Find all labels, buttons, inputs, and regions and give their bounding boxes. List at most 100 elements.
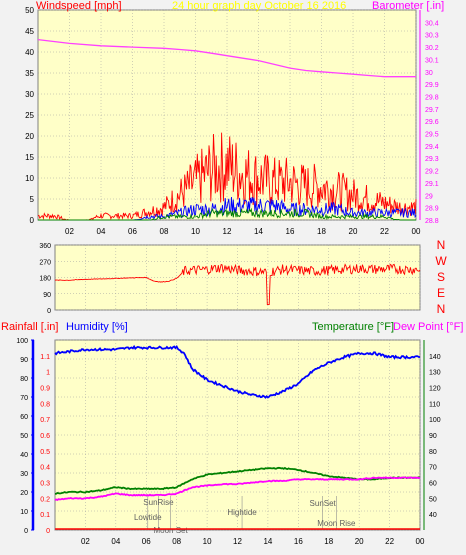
wind-low-series-line [38, 207, 416, 221]
x-tick-label: 22 [385, 537, 394, 546]
climate-axes: 010203040506070809010000.10.20.30.40.50.… [16, 338, 440, 546]
direction-grid [55, 244, 421, 311]
barometer-tick-label: 28.9 [425, 206, 439, 213]
compass-label: N [437, 238, 446, 252]
x-tick-label: 00 [416, 537, 425, 546]
temperature-tick-label: 40 [429, 512, 437, 519]
x-tick-label: 20 [355, 537, 364, 546]
direction-tick-label: 0 [47, 308, 51, 315]
wind-tick-label: 50 [25, 6, 34, 15]
event-marker-label: Moon Rise [317, 519, 356, 528]
rainfall-tick-label: 0.1 [40, 512, 50, 519]
x-tick-label: 08 [160, 227, 169, 236]
rainfall-tick-label: 0 [46, 528, 50, 535]
barometer-axis-label: Barometer [.in] [372, 0, 444, 12]
x-tick-label: 20 [349, 227, 358, 236]
wind-tick-label: 20 [25, 132, 34, 141]
humidity-tick-label: 80 [20, 376, 28, 383]
humidity-tick-label: 100 [16, 338, 28, 345]
wind-direction-series-line [54, 263, 421, 306]
wind-tick-label: 40 [25, 48, 34, 57]
rainfall-tick-label: 0.3 [40, 481, 50, 488]
compass-label: N [437, 302, 446, 316]
compass-label: W [435, 254, 447, 268]
wind-tick-label: 15 [25, 153, 34, 162]
rainfall-tick-label: 0.6 [40, 433, 50, 440]
barometer-tick-label: 29.1 [425, 181, 439, 188]
x-tick-label: 04 [111, 537, 120, 546]
x-tick-label: 12 [233, 537, 242, 546]
barometer-tick-label: 29.3 [425, 156, 439, 163]
x-tick-label: 16 [294, 537, 303, 546]
barometer-tick-label: 29.9 [425, 82, 439, 89]
x-tick-label: 10 [191, 227, 200, 236]
barometer-tick-label: 30.3 [425, 33, 439, 40]
x-tick-label: 18 [317, 227, 326, 236]
x-tick-label: 12 [223, 227, 232, 236]
event-marker-label: SunRise [143, 498, 174, 507]
temperature-tick-label: 50 [429, 496, 437, 503]
humidity-tick-label: 60 [20, 414, 28, 421]
humidity-tick-label: 0 [24, 528, 28, 535]
wind-baro-series [37, 38, 417, 221]
barometer-series-line [37, 38, 416, 78]
barometer-tick-label: 29.7 [425, 107, 439, 114]
rainfall-tick-label: 0.9 [40, 386, 50, 393]
x-tick-label: 16 [286, 227, 295, 236]
temperature-axis-label: Temperature [°F] [312, 321, 394, 333]
x-tick-label: 14 [254, 227, 263, 236]
temperature-tick-label: 100 [429, 417, 441, 424]
wind-baro-axes: 0 5 10 15 20 25 30 35 40 45 50 28.8 28.9 29 29.1 29.2 29… [25, 6, 439, 236]
direction-series [54, 263, 421, 306]
direction-tick-label: 180 [39, 276, 51, 283]
wind-tick-label: 25 [25, 111, 34, 120]
x-tick-label: 00 [412, 227, 421, 236]
barometer-tick-label: 29.2 [425, 169, 439, 176]
event-marker-label: Lowtide [134, 513, 162, 522]
rainfall-tick-label: 0.8 [40, 401, 50, 408]
humidity-tick-label: 10 [20, 509, 28, 516]
x-tick-label: 02 [65, 227, 74, 236]
direction-tick-label: 360 [39, 243, 51, 250]
humidity-tick-label: 50 [20, 433, 28, 440]
wind-baro-grid [38, 9, 417, 221]
x-tick-label: 22 [380, 227, 389, 236]
x-tick-label: 06 [142, 537, 151, 546]
rainfall-tick-label: 0.4 [40, 465, 50, 472]
barometer-tick-label: 29.8 [425, 94, 439, 101]
humidity-tick-label: 20 [20, 490, 28, 497]
x-tick-label: 06 [128, 227, 137, 236]
compass-label: E [437, 286, 445, 300]
climate-annotations: SunRise Lowtide Moon Set Hightide SunSet Moon… [134, 496, 356, 535]
rainfall-tick-label: 1 [46, 370, 50, 377]
wind-tick-label: 0 [30, 216, 35, 225]
climate-grid [55, 339, 421, 531]
temperature-tick-label: 60 [429, 481, 437, 488]
rainfall-tick-label: 0.2 [40, 496, 50, 503]
temperature-tick-label: 80 [429, 449, 437, 456]
barometer-tick-label: 30.1 [425, 57, 439, 64]
temperature-tick-label: 130 [429, 370, 441, 377]
rainfall-tick-label: 1.1 [40, 354, 50, 361]
temperature-tick-label: 90 [429, 433, 437, 440]
x-tick-label: 18 [324, 537, 333, 546]
event-marker-label: Moon Set [153, 526, 188, 535]
windspeed-axis-label: Windspeed [mph] [36, 0, 122, 12]
wind-tick-label: 45 [25, 27, 34, 36]
rainfall-tick-label: 0.5 [40, 449, 50, 456]
barometer-tick-label: 29.4 [425, 144, 439, 151]
event-marker-label: SunSet [310, 499, 337, 508]
wind-tick-label: 10 [25, 174, 34, 183]
chart-title: 24 hour graph day October 16 2016 [172, 0, 346, 12]
barometer-tick-label: 29.6 [425, 119, 439, 126]
barometer-tick-label: 30 [425, 70, 433, 77]
dewpoint-series-line [54, 476, 421, 502]
wind-tick-label: 5 [30, 195, 35, 204]
event-marker-label: Hightide [227, 508, 257, 517]
temperature-tick-label: 110 [429, 401, 440, 408]
humidity-tick-label: 90 [20, 357, 28, 364]
humidity-tick-label: 70 [20, 395, 28, 402]
